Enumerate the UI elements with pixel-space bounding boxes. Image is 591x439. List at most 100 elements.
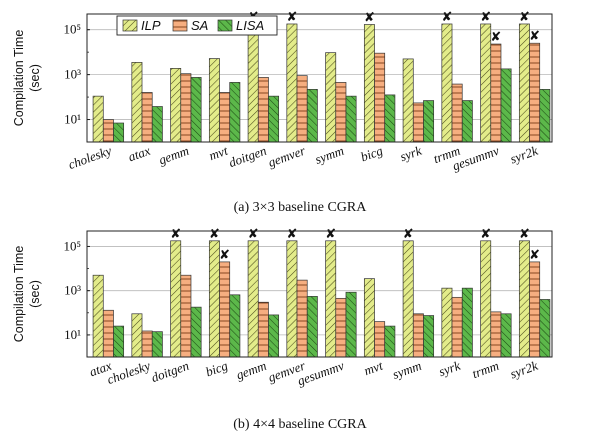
x-tick-label: doitgen <box>227 143 269 170</box>
bar-sa-gemver <box>296 75 308 143</box>
bar-lisa-trmm <box>461 100 473 143</box>
x-tick-label: syr2k <box>508 143 540 167</box>
x-tick-label: cholesky <box>105 358 152 387</box>
bar-lisa-mvt <box>229 82 241 143</box>
x-tick-label: doitgen <box>149 358 191 385</box>
bar-sa-cholesky <box>102 119 114 143</box>
y-tick-label: 10³ <box>64 67 81 82</box>
timeout-marker: ✘ <box>209 227 220 242</box>
y-axis-title: Compilation Time <box>12 246 26 343</box>
bar-sa-bicg <box>374 52 386 143</box>
bar-lisa-cholesky <box>113 122 125 143</box>
legend: ILP SA LISA <box>116 15 278 36</box>
bar-ilp-mvt <box>208 58 220 143</box>
bar-lisa-gemm <box>190 77 202 143</box>
bar-lisa-bicg <box>384 94 396 143</box>
y-axis-title: Compilation Time <box>12 30 26 127</box>
timeout-marker: ✘ <box>286 10 297 25</box>
timeout-marker: ✘ <box>403 227 414 242</box>
bar-ilp-trmm <box>441 23 453 143</box>
timeout-marker: ✘ <box>519 227 530 242</box>
bar-lisa-symm <box>423 315 435 358</box>
bar-ilp-cholesky <box>131 313 143 358</box>
bar-sa-gesummv <box>335 297 347 358</box>
bar-lisa-gesummv <box>345 291 357 358</box>
bar-lisa-gemver <box>306 296 318 358</box>
legend-swatch-lisa <box>217 19 233 32</box>
timeout-marker: ✘ <box>364 11 375 26</box>
bar-lisa-doitgen <box>268 95 280 143</box>
timeout-marker: ✘ <box>170 227 181 242</box>
y-tick-label: 10¹ <box>64 327 81 342</box>
legend-swatch-ilp <box>122 19 138 32</box>
bar-lisa-syr2k <box>539 89 551 143</box>
bar-sa-symm <box>335 82 347 143</box>
y-axis-title: (sec) <box>28 64 42 92</box>
timeout-marker: ✘ <box>219 248 230 263</box>
x-tick-label: trmm <box>470 358 501 381</box>
timeout-marker: ✘ <box>519 10 530 25</box>
bar-sa-syrk <box>412 102 424 143</box>
bar-sa-doitgen <box>180 274 192 358</box>
x-tick-label: gemm <box>234 358 268 383</box>
bar-sa-gemm <box>180 73 192 143</box>
x-tick-label: bicg <box>203 358 230 380</box>
legend-box <box>116 15 278 36</box>
timeout-marker: ✘ <box>286 227 297 242</box>
bar-ilp-symm <box>325 52 337 143</box>
x-tick-label: gemm <box>157 143 191 168</box>
bar-ilp-trmm <box>480 240 492 358</box>
x-tick-label: mvt <box>207 143 230 164</box>
x-tick-label: cholesky <box>66 143 113 172</box>
bar-ilp-atax <box>92 274 104 358</box>
bar-lisa-mvt <box>384 325 396 358</box>
bar-lisa-cholesky <box>151 331 163 358</box>
bar-sa-syr2k <box>529 42 541 143</box>
timeout-marker: ✘ <box>529 29 540 44</box>
x-tick-label: atax <box>126 143 152 165</box>
bar-ilp-cholesky <box>92 95 104 143</box>
bar-ilp-bicg <box>208 240 220 358</box>
bar-ilp-atax <box>131 62 143 143</box>
bar-sa-trmm <box>490 311 502 358</box>
y-tick-label: 10⁵ <box>63 238 81 253</box>
legend-swatch-sa <box>172 19 188 32</box>
bar-lisa-syrk <box>423 100 435 143</box>
bar-lisa-atax <box>113 325 125 358</box>
y-tick-label: 10¹ <box>64 112 81 127</box>
x-tick-label: atax <box>87 358 113 380</box>
y-axis-title: (sec) <box>28 280 42 308</box>
plot-frame <box>86 13 553 143</box>
bar-lisa-trmm <box>500 313 512 358</box>
bar-lisa-syr2k <box>539 299 551 358</box>
bar-sa-mvt <box>219 92 231 143</box>
bar-sa-gesummv <box>490 43 502 143</box>
bar-ilp-syr2k <box>518 23 530 143</box>
legend-label-lisa: LISA <box>236 18 264 33</box>
bar-ilp-syrk <box>441 287 453 358</box>
timeout-marker: ✘ <box>325 227 336 242</box>
bar-sa-cholesky <box>141 330 153 358</box>
bar-ilp-syrk <box>402 58 414 143</box>
timeout-marker: ✘ <box>490 30 501 45</box>
bar-lisa-bicg <box>229 294 241 358</box>
x-tick-label: gemver <box>266 142 308 170</box>
bar-sa-gemm <box>257 301 269 358</box>
x-tick-label: bicg <box>358 143 385 165</box>
bar-sa-atax <box>102 309 114 358</box>
plot-frame <box>86 230 553 358</box>
bar-ilp-mvt <box>363 278 375 358</box>
x-tick-label: syr2k <box>508 358 540 382</box>
legend-label-ilp: ILP <box>141 18 161 33</box>
figure-caption: (a) 3×3 baseline CGRA <box>234 200 368 215</box>
bar-ilp-gemver <box>286 23 298 143</box>
bar-ilp-gemver <box>286 240 298 358</box>
x-tick-label: syrk <box>437 358 463 380</box>
bar-ilp-gemm <box>170 68 182 143</box>
x-tick-label: syrk <box>398 143 424 165</box>
bar-ilp-gesummv <box>480 23 492 143</box>
bar-lisa-symm <box>345 95 357 143</box>
